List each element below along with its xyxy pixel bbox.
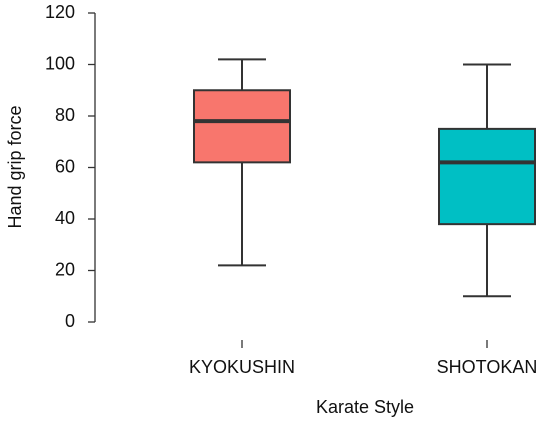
- x-axis-title: Karate Style: [316, 397, 414, 417]
- box: [438, 127, 536, 226]
- x-tick-label: SHOTOKAN: [437, 357, 538, 377]
- box: [193, 89, 291, 164]
- y-tick-label: 80: [55, 105, 75, 125]
- y-tick-label: 0: [65, 311, 75, 331]
- y-axis-title: Hand grip force: [5, 105, 25, 228]
- y-tick-label: 20: [55, 259, 75, 279]
- y-tick-label: 100: [45, 53, 75, 73]
- y-tick-label: 60: [55, 156, 75, 176]
- y-tick-label: 120: [45, 2, 75, 22]
- y-tick-label: 40: [55, 208, 75, 228]
- x-tick-label: KYOKUSHIN: [189, 357, 295, 377]
